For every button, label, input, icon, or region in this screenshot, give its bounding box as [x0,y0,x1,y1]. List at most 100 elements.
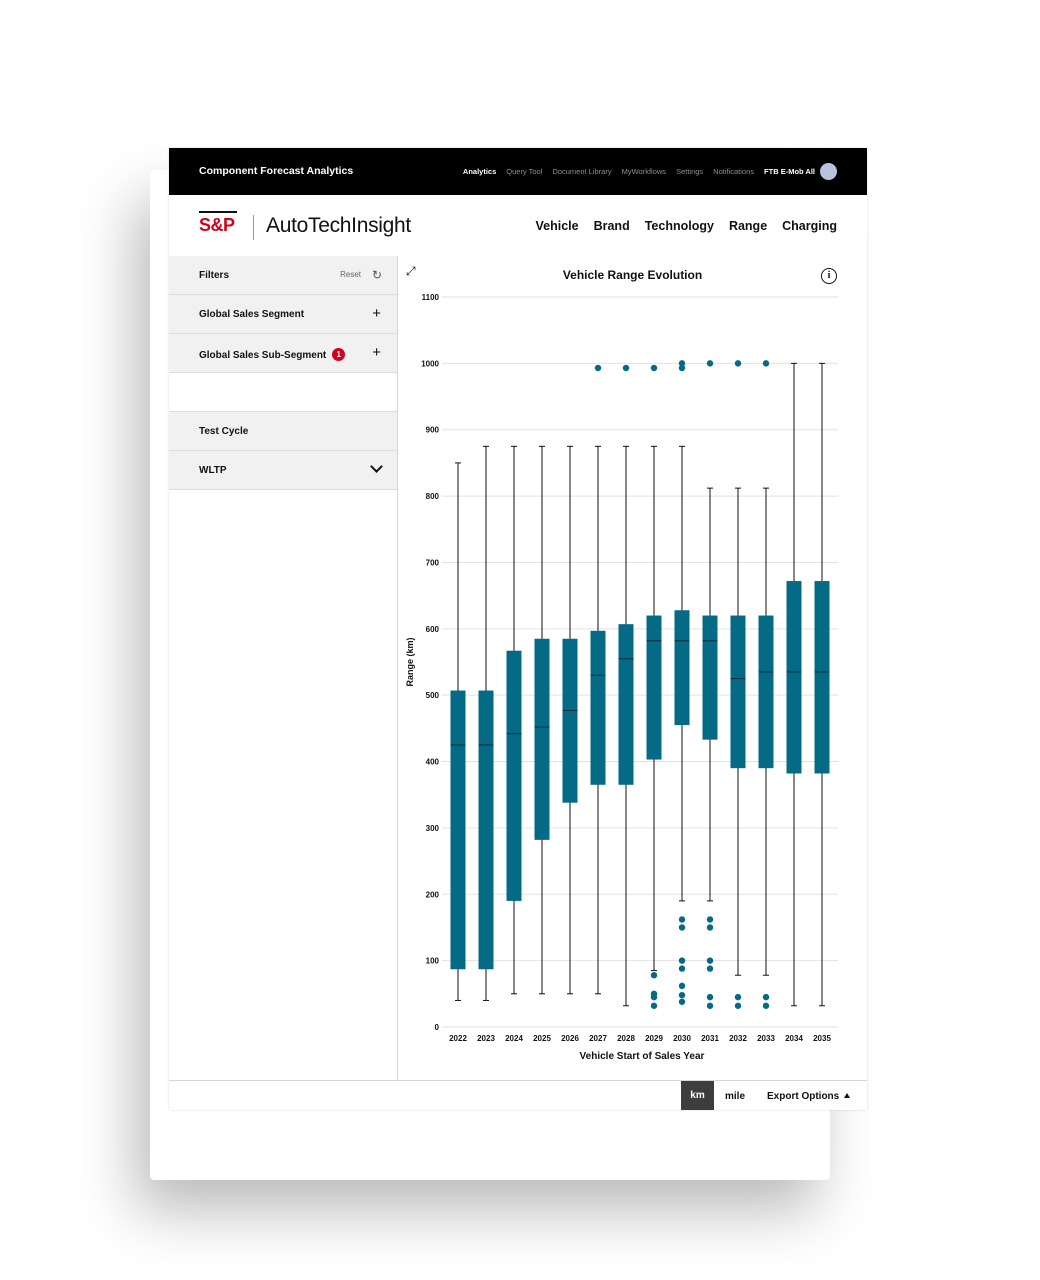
sp-logo[interactable]: S&P [199,211,237,235]
filters-header: Filters Reset ↻ [169,256,397,295]
x-tick-label: 2026 [561,1034,579,1043]
box [618,624,634,785]
chart-panel: 0 100 200 300 400 500 600 700 800 900 1000 1100 Rang… [398,256,867,1080]
logo-divider [253,215,254,240]
x-tick-label: 2032 [729,1034,747,1043]
filter-global-sales-sub-segment[interactable]: Global Sales Sub-Segment 1 + [169,334,397,373]
outlier-point [734,360,742,367]
outlier-point [762,993,770,1001]
nav-charging[interactable]: Charging [782,219,837,233]
test-cycle-label: Test Cycle [199,426,249,437]
refresh-icon[interactable]: ↻ [371,268,382,282]
outlier-point [706,924,714,931]
test-cycle-header: Test Cycle [169,412,397,451]
outlier-point [678,991,686,999]
y-tick-label: 500 [426,691,440,700]
filter-sidebar: Filters Reset ↻ Global Sales Segment + G… [169,256,398,1080]
box [534,638,550,840]
y-tick-label: 700 [426,558,440,567]
outlier-point [706,916,714,923]
outlier-point [678,924,686,931]
outlier-point [706,1002,714,1009]
y-tick-label: 300 [426,824,440,833]
outlier-point [706,957,714,964]
top-nav-document-library[interactable]: Document Library [552,167,612,176]
footer-bar: km mile Export Options [169,1080,867,1110]
outlier-point [762,360,770,367]
outlier-point [594,364,602,372]
top-nav: Analytics Query Tool Document Library My… [463,167,815,176]
y-tick-label: 800 [426,492,440,501]
box [786,581,802,774]
avatar[interactable] [820,163,837,180]
outlier-point [650,993,658,1001]
top-nav-analytics[interactable]: Analytics [462,167,497,176]
x-axis-label: Vehicle Start of Sales Year [580,1051,705,1062]
y-tick-label: 900 [426,426,440,435]
reset-button[interactable]: Reset [340,270,361,279]
top-nav-query-tool[interactable]: Query Tool [506,167,543,176]
range-boxplot: 0 100 200 300 400 500 600 700 800 900 1000 1100 Rang… [405,293,838,1062]
filter-label: Global Sales Segment [199,309,305,320]
outlier-point [678,360,686,367]
outlier-point [650,364,658,372]
outlier-point [706,965,714,972]
app-window: Component Forecast Analytics Analytics Q… [169,148,867,1110]
outlier-point [650,1002,658,1009]
nav-technology[interactable]: Technology [644,219,714,233]
top-nav-notifications[interactable]: Notifications [713,167,755,176]
outlier-point [678,965,686,972]
x-tick-label: 2034 [785,1034,803,1043]
x-tick-label: 2027 [589,1034,607,1043]
unit-km-button[interactable]: km [681,1081,714,1110]
test-cycle-select[interactable]: WLTP [169,451,397,490]
outlier-point [678,916,686,923]
product-name: AutoTechInsight [266,214,411,237]
outlier-point [650,972,658,979]
filter-spacer [169,373,397,412]
box [478,690,494,970]
expand-icon[interactable]: ⤢ [406,264,416,278]
x-tick-label: 2024 [505,1034,523,1043]
outlier-point [678,957,686,964]
nav-vehicle[interactable]: Vehicle [535,219,579,233]
outlier-point [706,993,714,1001]
outlier-point [734,993,742,1001]
y-tick-label: 100 [426,957,440,966]
x-tick-label: 2030 [673,1034,691,1043]
box [646,615,662,760]
y-axis-label: Range (km) [405,637,415,686]
top-bar: Component Forecast Analytics Analytics Q… [169,148,867,195]
app-title: Component Forecast Analytics [199,165,354,177]
plus-icon[interactable]: + [372,344,381,361]
user-label[interactable]: FTB E-Mob All [764,167,815,176]
top-nav-settings[interactable]: Settings [676,167,704,176]
outlier-point [678,364,686,372]
top-nav-myworkflows[interactable]: MyWorkflows [621,167,667,176]
caret-up-icon [844,1093,851,1098]
count-badge: 1 [332,348,346,361]
brand-header: S&P AutoTechInsight Vehicle Brand Techno… [169,195,867,257]
y-tick-label: 0 [435,1023,440,1032]
nav-range[interactable]: Range [728,219,768,233]
box [450,690,466,970]
box [758,615,774,769]
chevron-down-icon[interactable] [370,460,383,473]
box [506,650,522,901]
y-tick-label: 400 [426,758,440,767]
info-icon[interactable]: i [821,268,837,284]
filter-label: Global Sales Sub-Segment 1 [199,348,346,361]
outlier-point [734,1002,742,1009]
test-cycle-value: WLTP [199,465,227,476]
plus-icon[interactable]: + [372,305,381,322]
outlier-point [706,360,714,367]
export-options-button[interactable]: Export Options [767,1091,851,1102]
filter-global-sales-segment[interactable]: Global Sales Segment + [169,295,397,334]
y-tick-label: 1000 [421,359,439,368]
x-tick-label: 2025 [533,1034,551,1043]
box [702,615,718,740]
x-tick-label: 2023 [477,1034,495,1043]
nav-brand[interactable]: Brand [593,219,630,233]
unit-mile-button[interactable]: mile [725,1091,746,1102]
y-tick-label: 200 [426,890,440,899]
